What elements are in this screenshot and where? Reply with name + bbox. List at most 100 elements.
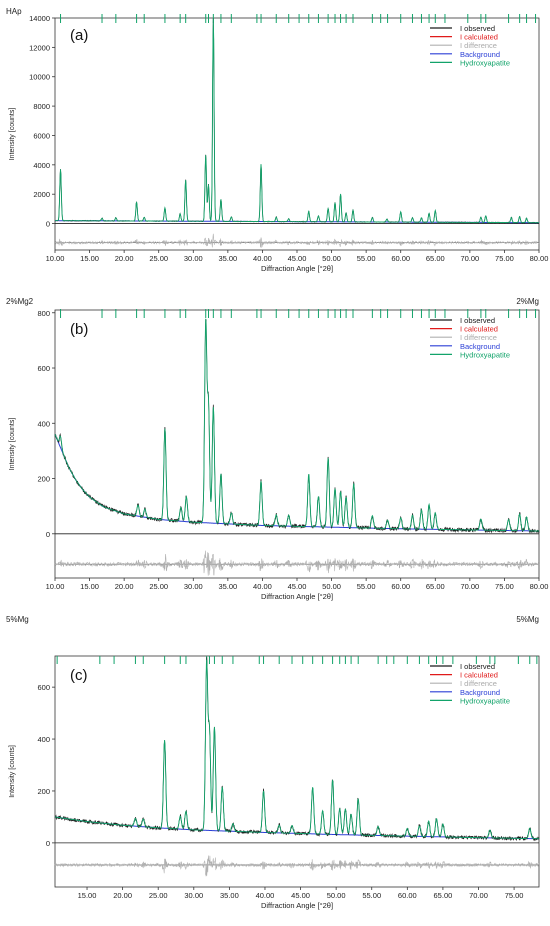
x-tick-label: 60.00	[398, 891, 417, 900]
x-tick-label: 55.00	[357, 582, 376, 591]
legend-entry: I observed	[460, 24, 495, 33]
x-tick-label: 65.00	[434, 891, 453, 900]
x-tick-label: 30.00	[184, 891, 203, 900]
chart-panel-1: HAp 0 2000 4000 6000 8000 10000 12000 14000 10.00…	[6, 7, 548, 273]
x-tick-label: 55.00	[357, 254, 376, 263]
calculated-curve	[54, 659, 539, 840]
y-tick-label: 2000	[33, 190, 50, 199]
y-tick-label: 600	[37, 683, 50, 692]
difference-curve	[54, 550, 540, 576]
y-tick-label: 8000	[33, 102, 50, 111]
x-tick-label: 30.00	[184, 582, 203, 591]
panel-title-right: 2%Mg	[516, 297, 539, 306]
x-tick-label: 60.00	[391, 582, 410, 591]
y-axis-label: Intensity [counts]	[9, 745, 16, 798]
x-tick-label: 20.00	[113, 891, 132, 900]
legend-entry: I calculated	[460, 33, 498, 42]
plot-frame	[54, 655, 540, 888]
x-tick-label: 25.00	[149, 891, 168, 900]
x-tick-label: 15.00	[78, 891, 97, 900]
x-tick-label: 60.00	[391, 254, 410, 263]
x-tick-label: 45.00	[288, 582, 307, 591]
chart-panel-2: 2%Mg2 2%Mg 0 200 400 600 800 10.00 15.00 20.00 25.…	[6, 297, 548, 601]
x-tick-label: 40.00	[253, 254, 272, 263]
panel-label: (b)	[70, 321, 88, 338]
x-tick-label: 80.00	[530, 582, 549, 591]
x-tick-label: 50.00	[322, 582, 341, 591]
y-tick-label: 0	[46, 220, 50, 229]
legend-entry: I observed	[460, 316, 495, 325]
chart-panel-3: 5%Mg 5%Mg 0 200 400 600 15.00 20.00 25.00 30.00 35…	[6, 615, 540, 910]
x-tick-label: 15.00	[80, 254, 99, 263]
x-tick-label: 20.00	[115, 254, 134, 263]
y-tick-label: 10000	[29, 73, 50, 82]
legend-entry: I difference	[460, 333, 497, 342]
y-axis-label: Intensity [counts]	[9, 418, 16, 471]
x-tick-label: 45.00	[291, 891, 310, 900]
x-axis-label: Diffraction Angle [°2θ]	[261, 264, 333, 273]
y-tick-label: 4000	[33, 161, 50, 170]
background-curve	[54, 816, 539, 840]
y-tick-label: 200	[37, 475, 50, 484]
panel-title-right: 5%Mg	[516, 615, 539, 624]
x-tick-label: 35.00	[218, 254, 237, 263]
x-tick-label: 70.00	[460, 582, 479, 591]
calculated-curve	[55, 18, 539, 224]
calculated-curve	[54, 318, 539, 532]
x-tick-label: 10.00	[46, 582, 65, 591]
y-tick-label: 6000	[33, 131, 50, 140]
x-tick-label: 75.00	[505, 891, 524, 900]
panel-title-left: 5%Mg	[6, 615, 29, 624]
x-tick-label: 45.00	[288, 254, 307, 263]
x-tick-label: 25.00	[149, 582, 168, 591]
x-tick-label: 80.00	[530, 254, 549, 263]
y-tick-label: 400	[37, 735, 50, 744]
x-tick-label: 40.00	[253, 582, 272, 591]
y-tick-label: 14000	[29, 14, 50, 23]
y-tick-label: 12000	[29, 43, 50, 52]
x-tick-label: 65.00	[426, 582, 445, 591]
y-axis-label: Intensity [counts]	[9, 108, 16, 161]
panel-title-left: 2%Mg2	[6, 297, 34, 306]
x-tick-label: 35.00	[220, 891, 239, 900]
x-tick-label: 40.00	[256, 891, 275, 900]
x-tick-label: 50.00	[322, 254, 341, 263]
x-tick-label: 75.00	[495, 582, 514, 591]
x-tick-label: 35.00	[218, 582, 237, 591]
x-axis-label: Diffraction Angle [°2θ]	[261, 901, 333, 910]
x-tick-label: 50.00	[327, 891, 346, 900]
legend-entry: I difference	[460, 679, 497, 688]
x-tick-label: 65.00	[426, 254, 445, 263]
legend-entry: I calculated	[460, 671, 498, 680]
panel-label: (c)	[70, 667, 88, 684]
legend-entry: Background	[460, 688, 500, 697]
legend-entry: Background	[460, 342, 500, 351]
x-tick-label: 70.00	[460, 254, 479, 263]
x-tick-label: 15.00	[80, 582, 99, 591]
x-tick-label: 10.00	[46, 254, 65, 263]
y-tick-label: 200	[37, 787, 50, 796]
legend-entry: Hydroxyapatite	[460, 58, 510, 67]
y-tick-label: 800	[37, 309, 50, 318]
x-tick-label: 20.00	[115, 582, 134, 591]
x-tick-label: 75.00	[495, 254, 514, 263]
y-tick-label: 0	[46, 839, 50, 848]
legend-entry: Background	[460, 50, 500, 59]
y-tick-label: 0	[46, 530, 50, 539]
difference-curve	[54, 855, 540, 877]
x-tick-label: 25.00	[149, 254, 168, 263]
x-tick-label: 70.00	[469, 891, 488, 900]
legend-entry: I difference	[460, 41, 497, 50]
x-axis-label: Diffraction Angle [°2θ]	[261, 592, 333, 601]
panel-label: (a)	[70, 27, 88, 44]
y-tick-label: 600	[37, 364, 50, 373]
background-curve	[54, 434, 539, 532]
difference-curve	[54, 233, 540, 249]
panel-title-left: HAp	[6, 7, 22, 16]
y-tick-label: 400	[37, 419, 50, 428]
x-tick-label: 55.00	[362, 891, 381, 900]
legend-entry: Hydroxyapatite	[460, 350, 510, 359]
legend-entry: Hydroxyapatite	[460, 696, 510, 705]
